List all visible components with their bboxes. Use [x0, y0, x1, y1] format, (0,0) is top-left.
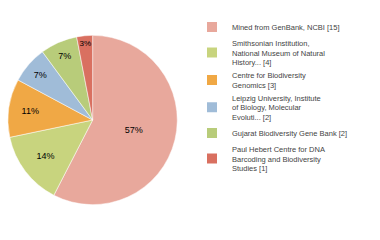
svg-text:57%: 57% [125, 125, 143, 135]
svg-text:Mined from GenBank, NCBI [15]: Mined from GenBank, NCBI [15] [232, 23, 340, 32]
svg-text:7%: 7% [58, 51, 71, 61]
svg-text:7%: 7% [34, 70, 47, 80]
svg-text:Smithsonian Institution,Nation: Smithsonian Institution,National Museum … [232, 39, 325, 68]
svg-text:3%: 3% [79, 39, 91, 48]
svg-text:Leipzig University, Instituteo: Leipzig University, Instituteof Biology,… [232, 94, 321, 123]
svg-text:11%: 11% [22, 106, 39, 116]
svg-text:Gujarat Biodiversity Gene Bank: Gujarat Biodiversity Gene Bank [2] [232, 129, 347, 138]
svg-text:Paul Hebert Centre for DNABarc: Paul Hebert Centre for DNABarcoding and … [232, 145, 325, 174]
svg-text:Centre for BiodiversityGenomic: Centre for BiodiversityGenomics [3] [232, 71, 306, 90]
svg-text:14%: 14% [37, 151, 55, 161]
